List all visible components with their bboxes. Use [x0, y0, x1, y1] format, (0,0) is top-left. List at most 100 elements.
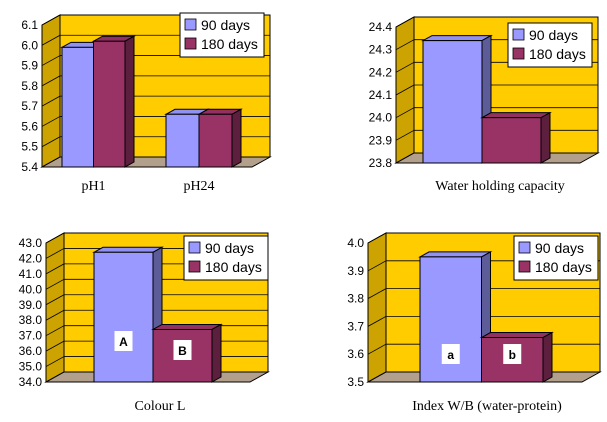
y-tick-label: 5.4 [21, 160, 38, 174]
gridline-side [367, 232, 387, 244]
bar-label-box [114, 331, 133, 351]
legend: 90 days 180 days [183, 235, 269, 281]
gridline-side [45, 232, 65, 244]
y-tick-label: 3.6 [347, 347, 364, 361]
legend-label: 180 days [529, 46, 586, 62]
y-tick-label: 3.5 [347, 375, 364, 389]
y-tick-label: 3.8 [347, 292, 364, 306]
legend-label: 180 days [205, 259, 262, 275]
bar-180-days-pH24 [198, 113, 233, 168]
bar-180-days-pH1 [93, 40, 126, 168]
x-axis-title: Colour L [135, 399, 186, 414]
bar-side [124, 35, 135, 168]
bar-side [540, 111, 551, 164]
y-tick-label: 35.0 [19, 360, 43, 374]
gridline-side [367, 371, 387, 383]
x-category-label: pH24 [183, 179, 214, 194]
gridline-side [395, 84, 415, 96]
gridline-side [41, 34, 61, 46]
y-tick-label: 5.8 [21, 79, 38, 93]
gridline-side [45, 309, 65, 321]
bar-top [92, 246, 164, 253]
legend-swatch [518, 260, 531, 273]
y-tick-label: 6.0 [21, 38, 38, 52]
gridline-side [395, 16, 415, 28]
side-wall [45, 232, 65, 383]
bar-90-days [93, 251, 154, 383]
legend: 90 days 180 days [513, 235, 599, 281]
y-tick-label: 24.3 [369, 43, 393, 57]
legend-label: 180 days [201, 36, 258, 52]
bar-label-box [173, 340, 192, 360]
legend-label: 90 days [201, 17, 250, 33]
x-axis-title: Index W/B (water-protein) [412, 399, 562, 414]
x-axis-title: Water holding capacity [435, 179, 565, 194]
bar-top [151, 323, 223, 330]
chart-panel-2: 23.8 23.9 24.0 24.1 24.2 24.3 24.4 Water holdin… [369, 16, 600, 194]
y-tick-label: 42.0 [19, 251, 43, 265]
y-tick-label: 41.0 [19, 267, 43, 281]
y-tick-label: 23.8 [369, 156, 393, 170]
gridline-side [45, 356, 65, 367]
bar-side [211, 323, 222, 383]
gridline-side [45, 325, 65, 337]
gridline-side [41, 14, 61, 26]
bar-side [231, 108, 242, 168]
bar-label-box [441, 344, 460, 364]
gridline-side [45, 248, 65, 259]
legend-swatch [188, 260, 201, 273]
y-tick-label: 5.7 [21, 99, 38, 113]
y-tick-label: 24.4 [369, 20, 393, 34]
y-tick-label: 5.5 [21, 140, 38, 154]
gridline-side [367, 316, 387, 327]
gridline-side [367, 260, 387, 272]
y-tick-label: 37.0 [19, 329, 43, 343]
gridline-side [367, 288, 387, 299]
legend: 90 days 180 days [179, 12, 265, 58]
y-tick-label: 36.0 [19, 344, 43, 358]
charts-root: 5.4 5.5 5.6 5.7 5.8 5.9 6.0 6.1 pH1 pH24 90 days 18… [19, 12, 602, 414]
legend-swatch [512, 28, 525, 41]
bar-top [418, 251, 493, 258]
chart-panel-3: 34.035.0 36.037.0 38.039.0 40.041.0 42.043.0… [19, 232, 270, 414]
legend: 90 days 180 days [507, 22, 593, 68]
gridline-side [41, 95, 61, 107]
legend-label: 180 days [535, 259, 592, 275]
bar-top [480, 112, 552, 119]
bar-side [542, 331, 553, 383]
gridline-side [395, 107, 415, 119]
y-tick-label: 23.9 [369, 133, 393, 147]
y-tick-label: 5.6 [21, 119, 38, 133]
y-tick-label: 3.9 [347, 264, 364, 278]
chart-panel-4: 3.5 3.6 3.7 3.8 3.9 4.0 a b Index W/B (water-pro… [347, 232, 602, 414]
y-tick-label: 40.0 [19, 282, 43, 296]
y-tick-label: 39.0 [19, 298, 43, 312]
gridline-side [41, 55, 61, 66]
bar-data-label: B [178, 344, 187, 358]
y-tick-label: 38.0 [19, 313, 43, 327]
gridline-side [45, 371, 65, 383]
y-tick-label: 43.0 [19, 236, 43, 250]
side-wall [41, 14, 61, 168]
legend-swatch [518, 241, 531, 254]
y-tick-label: 3.7 [347, 319, 364, 333]
bar-90-days [422, 40, 483, 164]
bar-180-days [481, 117, 542, 164]
gridline-side [395, 61, 415, 73]
bar-top [479, 332, 554, 339]
side-wall [367, 232, 387, 383]
bar-data-label: a [447, 348, 454, 362]
y-tick-label: 5.9 [21, 59, 38, 73]
legend-swatch [184, 18, 197, 31]
y-tick-label: 4.0 [347, 236, 364, 250]
bar-data-label: A [119, 335, 128, 349]
bar-data-label: b [509, 348, 516, 362]
legend-label: 90 days [529, 27, 578, 43]
x-category-label: pH1 [81, 179, 105, 194]
y-tick-label: 34.0 [19, 375, 43, 389]
gridline-side [45, 278, 65, 290]
gridline-side [41, 136, 61, 148]
legend-label: 90 days [535, 240, 584, 256]
gridline-side [395, 129, 415, 141]
